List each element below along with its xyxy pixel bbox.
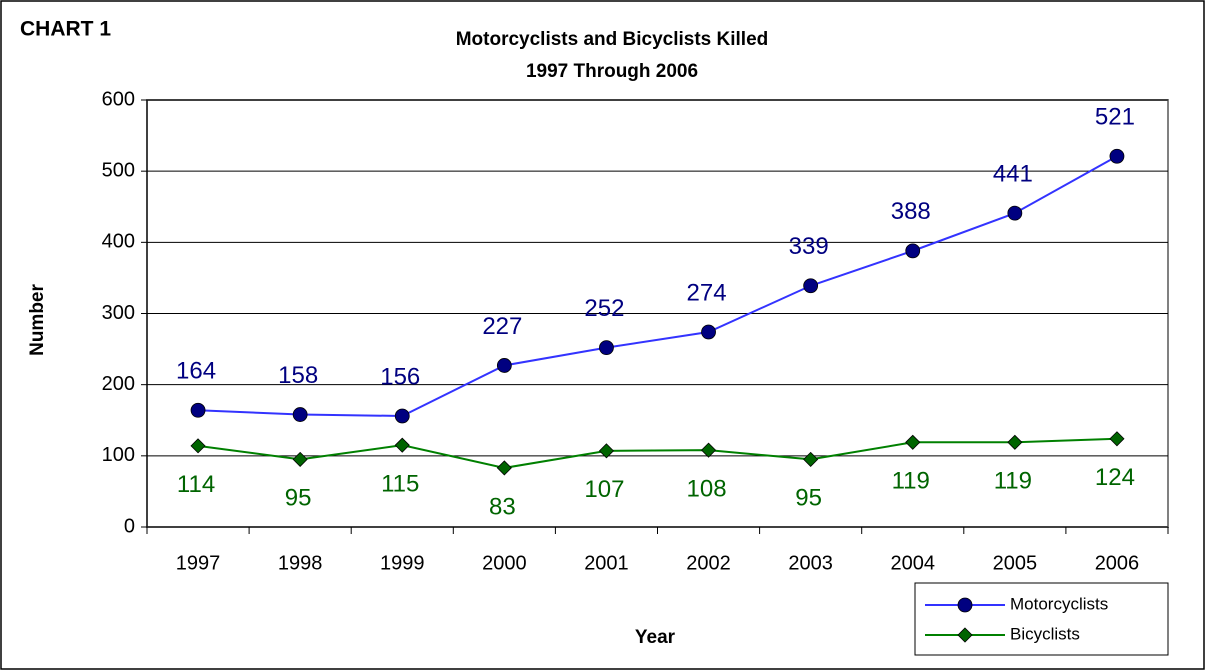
data-label: 158: [278, 362, 318, 389]
marker: [957, 597, 973, 613]
x-tick-label: 2005: [993, 552, 1038, 574]
marker: [701, 324, 716, 340]
marker: [496, 358, 512, 373]
data-label: 156: [380, 363, 420, 390]
marker: [190, 438, 206, 454]
marker: [957, 627, 973, 643]
x-tick-label: 2003: [788, 552, 833, 574]
legend-label: Motorcyclists: [1010, 594, 1108, 613]
x-tick-label: 2004: [891, 552, 936, 574]
data-label: 339: [789, 233, 829, 260]
data-label: 388: [891, 198, 931, 225]
x-tick-label: 2002: [686, 552, 731, 574]
marker: [803, 451, 819, 467]
marker: [292, 407, 308, 422]
chart-subtitle: 1997 Through 2006: [526, 61, 698, 82]
data-label: 521: [1095, 104, 1135, 131]
marker: [905, 434, 921, 450]
marker: [598, 443, 615, 459]
y-tick-label: 400: [102, 231, 135, 253]
x-tick-label: 2001: [584, 552, 629, 574]
data-label: 227: [482, 313, 522, 340]
marker: [1109, 148, 1125, 164]
marker: [700, 442, 717, 458]
marker: [1007, 434, 1023, 450]
marker: [190, 402, 206, 418]
data-label: 114: [177, 471, 215, 498]
marker: [394, 437, 410, 453]
x-tick-label: 2006: [1095, 552, 1140, 574]
marker: [599, 340, 614, 356]
y-tick-label: 200: [102, 373, 135, 395]
data-label: 164: [176, 358, 216, 385]
y-tick-label: 0: [124, 515, 135, 537]
data-label: 115: [381, 471, 419, 498]
series-line: [197, 437, 1117, 469]
x-axis-title: Year: [635, 627, 676, 648]
y-tick-label: 500: [102, 159, 135, 181]
y-tick-label: 100: [102, 444, 135, 466]
data-label: 119: [892, 468, 930, 495]
chart-title: Motorcyclists and Bicyclists Killed: [456, 29, 769, 50]
marker: [496, 460, 512, 476]
x-tick-label: 1999: [380, 552, 425, 574]
series-line: [198, 155, 1118, 417]
data-label: 95: [795, 485, 822, 512]
data-label: 252: [584, 295, 624, 322]
x-tick-label: 1997: [176, 552, 221, 574]
data-label: 107: [584, 476, 624, 503]
y-axis-title: Number: [27, 284, 48, 356]
marker: [1109, 431, 1125, 447]
data-label: 108: [687, 475, 727, 502]
y-tick-label: 600: [102, 88, 135, 110]
x-tick-label: 1998: [278, 552, 323, 574]
data-label: 119: [994, 468, 1032, 495]
data-label: 124: [1095, 464, 1135, 491]
legend: [914, 582, 1169, 656]
chart-label: CHART 1: [20, 18, 111, 41]
data-label: 441: [993, 160, 1033, 187]
y-tick-label: 300: [102, 302, 135, 324]
data-label: 83: [489, 493, 516, 520]
legend-label: Bicyclists: [1010, 624, 1080, 643]
x-tick-label: 2000: [482, 552, 527, 574]
marker: [905, 243, 921, 259]
marker: [803, 278, 819, 294]
data-label: 95: [285, 485, 312, 512]
data-label: 274: [687, 279, 727, 306]
marker: [292, 451, 308, 467]
marker: [394, 408, 410, 424]
marker: [1007, 205, 1023, 221]
